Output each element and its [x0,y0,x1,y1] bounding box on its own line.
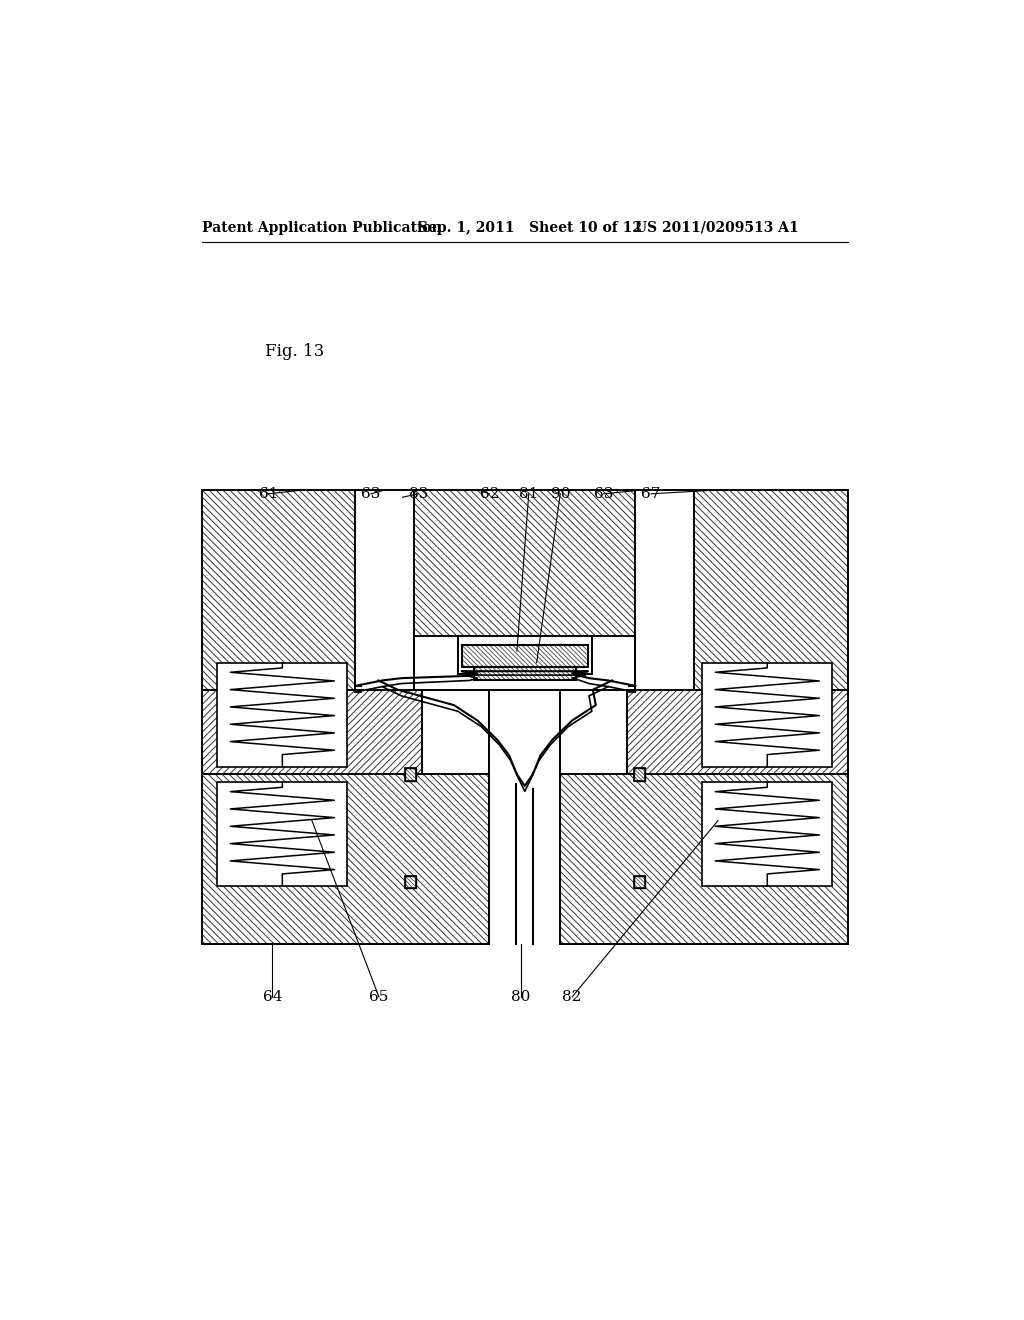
Polygon shape [415,636,635,689]
Text: 80: 80 [511,990,530,1005]
Text: 83: 83 [409,487,428,500]
Text: 63: 63 [361,487,381,500]
Text: 90: 90 [551,487,570,500]
Polygon shape [635,490,694,689]
Text: 82: 82 [562,990,582,1005]
Polygon shape [628,689,848,775]
Text: 81: 81 [519,487,539,500]
Text: Sep. 1, 2011   Sheet 10 of 12: Sep. 1, 2011 Sheet 10 of 12 [419,220,642,235]
Polygon shape [202,689,422,775]
Polygon shape [406,876,416,888]
Text: 64: 64 [263,990,283,1005]
Text: 62: 62 [479,487,499,500]
Text: 63: 63 [594,487,613,500]
Polygon shape [634,768,644,780]
Text: Fig. 13: Fig. 13 [264,343,324,360]
Polygon shape [217,781,347,886]
Text: US 2011/0209513 A1: US 2011/0209513 A1 [635,220,799,235]
Polygon shape [202,490,355,689]
Polygon shape [560,775,848,944]
Polygon shape [702,781,833,886]
Polygon shape [702,663,833,767]
Polygon shape [634,876,644,888]
Polygon shape [694,490,848,689]
Text: 67: 67 [641,487,660,500]
Polygon shape [202,775,489,944]
Polygon shape [415,490,635,636]
Polygon shape [355,490,415,689]
Polygon shape [462,645,588,667]
Text: Patent Application Publication: Patent Application Publication [202,220,441,235]
Text: 61: 61 [259,487,279,500]
Text: 65: 65 [370,990,389,1005]
Polygon shape [217,663,347,767]
Polygon shape [406,768,416,780]
Polygon shape [473,667,577,681]
